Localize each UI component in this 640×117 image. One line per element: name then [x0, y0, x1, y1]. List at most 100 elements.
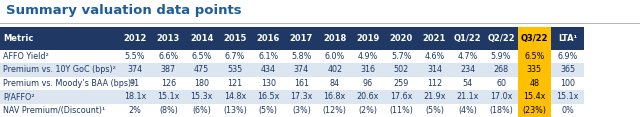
Bar [285, 90, 318, 104]
Bar [0, 27, 118, 50]
Text: 112: 112 [427, 79, 442, 88]
Text: 15.3x: 15.3x [191, 92, 212, 101]
Text: (12%): (12%) [323, 106, 347, 115]
Text: Summary valuation data points: Summary valuation data points [6, 4, 242, 16]
Bar [285, 63, 318, 77]
Bar [252, 63, 285, 77]
Text: 5.7%: 5.7% [391, 52, 412, 61]
Bar [118, 104, 152, 117]
Text: 402: 402 [327, 65, 342, 74]
Bar [185, 50, 218, 63]
Bar [118, 77, 152, 90]
Bar [118, 27, 152, 50]
Bar [318, 63, 351, 77]
Bar [351, 77, 385, 90]
Text: 126: 126 [161, 79, 176, 88]
Text: (6%): (6%) [192, 106, 211, 115]
Bar [285, 50, 318, 63]
Text: (13%): (13%) [223, 106, 247, 115]
Text: (5%): (5%) [425, 106, 444, 115]
Bar [551, 90, 584, 104]
Bar [0, 90, 118, 104]
Text: 2015: 2015 [223, 34, 246, 43]
Text: 314: 314 [427, 65, 442, 74]
Text: (4%): (4%) [458, 106, 477, 115]
Bar [518, 27, 551, 50]
Bar [252, 104, 285, 117]
Text: 91: 91 [130, 79, 140, 88]
Bar [385, 104, 418, 117]
Text: 17.6x: 17.6x [390, 92, 412, 101]
Text: (3%): (3%) [292, 106, 311, 115]
Bar [351, 50, 385, 63]
Text: 17.3x: 17.3x [291, 92, 312, 101]
Bar [185, 27, 218, 50]
Bar [318, 77, 351, 90]
Bar [518, 90, 551, 104]
Bar [418, 104, 451, 117]
Text: 6.1%: 6.1% [258, 52, 278, 61]
Text: LTA¹: LTA¹ [558, 34, 577, 43]
Text: 2012: 2012 [124, 34, 147, 43]
Text: 234: 234 [460, 65, 476, 74]
Text: 161: 161 [294, 79, 309, 88]
Text: Q3/22: Q3/22 [521, 34, 548, 43]
Bar [152, 50, 185, 63]
Text: 100: 100 [560, 79, 575, 88]
Bar [218, 90, 252, 104]
Text: Metric: Metric [3, 34, 33, 43]
Text: 316: 316 [360, 65, 376, 74]
Text: 6.9%: 6.9% [557, 52, 578, 61]
Bar [218, 27, 252, 50]
Text: (23%): (23%) [522, 106, 547, 115]
Text: 6.6%: 6.6% [158, 52, 179, 61]
Bar [351, 63, 385, 77]
Text: 374: 374 [294, 65, 309, 74]
Text: 84: 84 [330, 79, 340, 88]
Text: Premium vs. Moody’s BAA (bps)²: Premium vs. Moody’s BAA (bps)² [3, 79, 134, 88]
Text: 4.9%: 4.9% [358, 52, 378, 61]
Text: Premium vs. 10Y GoC (bps)²: Premium vs. 10Y GoC (bps)² [3, 65, 116, 74]
Bar [252, 77, 285, 90]
Bar [451, 50, 484, 63]
Text: 130: 130 [260, 79, 276, 88]
Text: 21.9x: 21.9x [423, 92, 446, 101]
Text: 16.8x: 16.8x [324, 92, 346, 101]
Bar [185, 63, 218, 77]
Text: 2013: 2013 [157, 34, 180, 43]
Text: (2%): (2%) [358, 106, 378, 115]
Bar [351, 27, 385, 50]
Bar [285, 27, 318, 50]
Bar [351, 104, 385, 117]
Text: P/AFFO²: P/AFFO² [3, 92, 35, 101]
Text: 2016: 2016 [257, 34, 280, 43]
Bar [484, 63, 518, 77]
Bar [451, 104, 484, 117]
Text: 535: 535 [227, 65, 243, 74]
Text: 17.0x: 17.0x [490, 92, 512, 101]
Bar [152, 77, 185, 90]
Text: Q1/22: Q1/22 [454, 34, 482, 43]
Bar [551, 50, 584, 63]
Bar [484, 27, 518, 50]
Text: 48: 48 [529, 79, 540, 88]
Text: 6.0%: 6.0% [324, 52, 345, 61]
Text: (8%): (8%) [159, 106, 178, 115]
Bar [185, 104, 218, 117]
Bar [418, 27, 451, 50]
Bar [551, 63, 584, 77]
Bar [218, 77, 252, 90]
Bar [152, 27, 185, 50]
Text: 15.1x: 15.1x [557, 92, 579, 101]
Text: 268: 268 [493, 65, 509, 74]
Bar [318, 50, 351, 63]
Text: 5.9%: 5.9% [491, 52, 511, 61]
Text: (5%): (5%) [259, 106, 278, 115]
Text: 18.1x: 18.1x [124, 92, 146, 101]
Text: 502: 502 [394, 65, 409, 74]
Text: 16.5x: 16.5x [257, 92, 279, 101]
Bar [252, 50, 285, 63]
Text: 15.1x: 15.1x [157, 92, 179, 101]
Text: 15.4x: 15.4x [524, 92, 545, 101]
Text: 2020: 2020 [390, 34, 413, 43]
